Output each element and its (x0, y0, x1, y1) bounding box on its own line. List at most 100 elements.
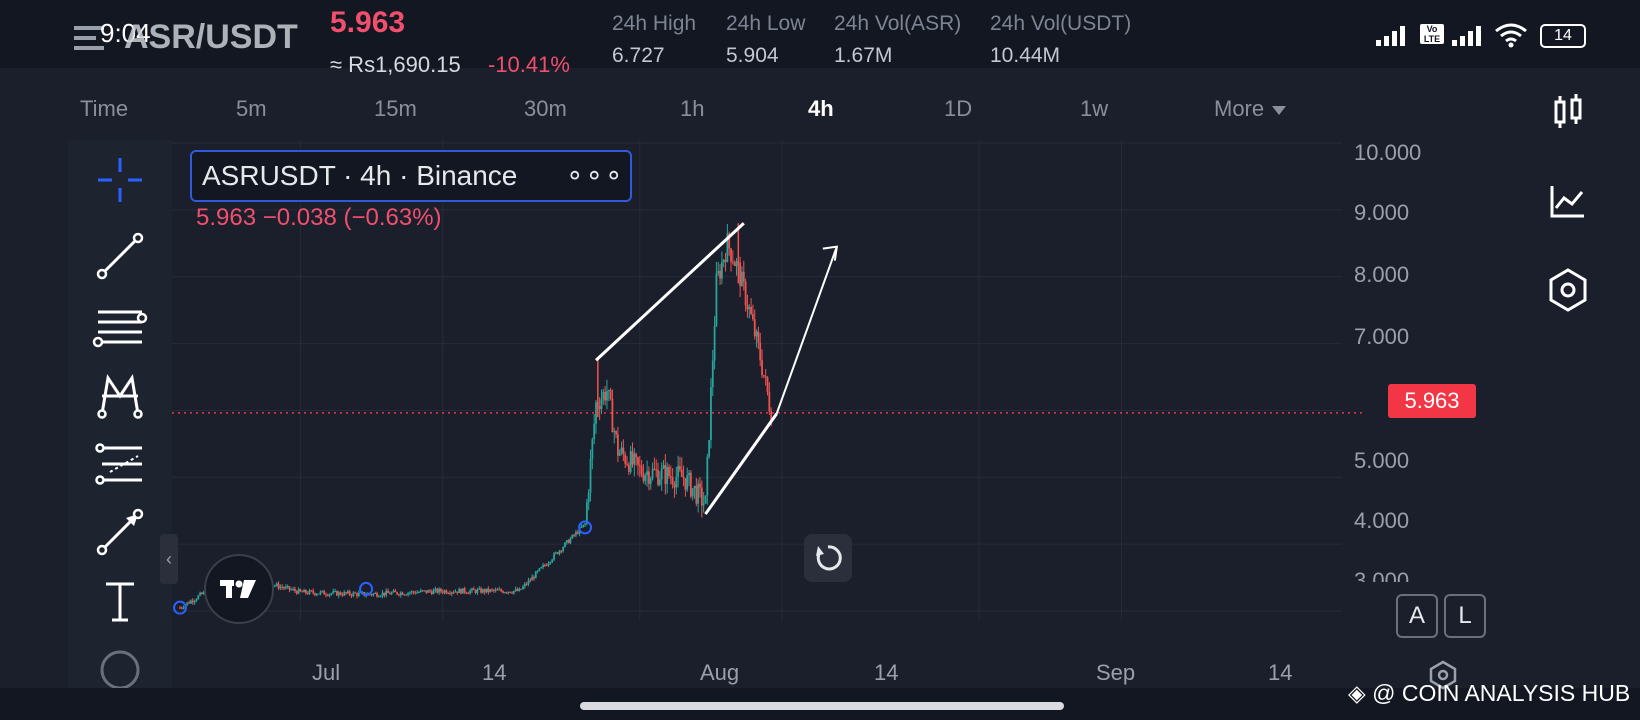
candle-body (702, 503, 705, 506)
candle-body (346, 591, 349, 594)
chevron-down-icon (1272, 105, 1287, 115)
more-options-icon[interactable]: ∘∘∘ (566, 159, 625, 190)
candle-body (516, 589, 519, 591)
candle-body (483, 589, 486, 593)
candle-body (509, 591, 512, 593)
candle-body (770, 411, 773, 425)
indicators-icon[interactable] (1540, 172, 1596, 228)
candle-body (531, 576, 534, 581)
candle-body (646, 471, 648, 476)
candle-body (649, 478, 652, 484)
candle-body (710, 387, 712, 441)
candle-body (377, 596, 380, 598)
candle-body (343, 592, 346, 596)
trendline-icon[interactable] (90, 226, 150, 286)
candle-body (188, 602, 191, 604)
candle-body (308, 590, 311, 594)
tab-more[interactable]: More (1214, 96, 1287, 122)
diamond-logo-icon: ◈ (1348, 680, 1366, 706)
price-chart[interactable] (172, 140, 1432, 650)
forecast-icon[interactable] (90, 434, 150, 494)
text-tool-icon[interactable] (90, 572, 150, 632)
candle-body (348, 591, 351, 595)
candle-body (195, 599, 198, 601)
settings-hex-icon[interactable] (1540, 262, 1596, 318)
candle-body (390, 592, 393, 595)
tab-1w[interactable]: 1w (1080, 96, 1109, 121)
candle-body (441, 591, 444, 593)
candle-body (527, 580, 530, 585)
candle-body (314, 593, 316, 595)
candle-body (423, 590, 426, 592)
candle-body (708, 440, 711, 457)
candle-body (507, 591, 510, 593)
candlestick-icon[interactable] (1540, 86, 1596, 142)
chart-settings-icon[interactable] (1428, 660, 1458, 690)
tab-4h[interactable]: 4h (808, 96, 834, 121)
candle-body (653, 468, 656, 470)
candle-body (750, 307, 752, 315)
candle-body (425, 590, 428, 593)
candle-body (627, 464, 630, 472)
log-scale-button[interactable]: L (1444, 594, 1486, 638)
candle-body (616, 434, 619, 456)
collapse-toolbar-button[interactable]: ‹ (160, 534, 178, 584)
stat-label: 24h Vol(USDT) (990, 12, 1132, 35)
candle-body (626, 463, 628, 465)
candle-body (759, 342, 762, 361)
candle-body (525, 583, 528, 585)
candle-body (186, 602, 189, 605)
legend-title: ASRUSDT · 4h · Binance (202, 160, 518, 191)
candle-body (454, 591, 457, 593)
candle-body (281, 586, 284, 588)
event-marker (578, 520, 593, 535)
tab-1d[interactable]: 1D (944, 96, 973, 121)
home-indicator[interactable] (580, 702, 1064, 710)
chart-legend[interactable]: ASRUSDT · 4h · Binance ∘∘∘ (190, 150, 632, 202)
pattern-icon[interactable] (90, 366, 150, 426)
candle-body (766, 377, 769, 393)
candle-body (666, 466, 669, 485)
menu-icon[interactable] (74, 24, 108, 52)
event-marker (173, 600, 187, 615)
auto-scale-button[interactable]: A (1396, 594, 1438, 638)
candle-body (730, 248, 732, 262)
candle-body (325, 594, 327, 596)
candle-body (569, 538, 572, 544)
stat-24h-vol-usdt: 24h Vol(USDT) 10.44M (990, 12, 1131, 68)
candle-body (606, 391, 608, 401)
candle-body (436, 588, 439, 593)
candle-body (547, 563, 550, 566)
candle-body (658, 479, 661, 485)
tab-15m[interactable]: 15m (374, 96, 417, 121)
candle-body (726, 233, 729, 262)
reset-chart-button[interactable] (804, 534, 852, 582)
arrow-tool-icon[interactable] (90, 502, 150, 562)
tab-1h[interactable]: 1h (680, 96, 705, 121)
candle-body (752, 314, 754, 320)
candle-body (379, 595, 382, 597)
candle-body (191, 600, 194, 603)
stat-value: 5.904 (726, 44, 779, 67)
candle-body (739, 262, 742, 287)
candle-body (403, 594, 406, 596)
candle-body (407, 592, 409, 595)
fib-retracement-icon[interactable] (90, 296, 150, 356)
time-tick: Jul (312, 660, 341, 685)
candle-body (434, 588, 437, 591)
watermark-text: @ COIN ANALYSIS HUB (1372, 680, 1631, 706)
legend-values: 5.963 −0.038 (−0.63%) (196, 204, 442, 231)
candle-body (492, 589, 495, 591)
tab-30m[interactable]: 30m (524, 96, 567, 121)
candle-body (691, 488, 694, 497)
trading-pair[interactable]: ASR/USDT (124, 18, 298, 56)
candle-body (562, 547, 565, 551)
crosshair-icon[interactable] (90, 150, 150, 210)
timeframe-bar: Time 5m 15m 30m 1h 4h 1D 1w More (68, 96, 1328, 136)
candle-body (629, 451, 632, 472)
time-tick: 14 (482, 660, 507, 685)
candle-body (582, 524, 585, 527)
candle-body (332, 591, 335, 594)
tab-time[interactable]: Time (80, 96, 129, 121)
tab-5m[interactable]: 5m (236, 96, 267, 121)
